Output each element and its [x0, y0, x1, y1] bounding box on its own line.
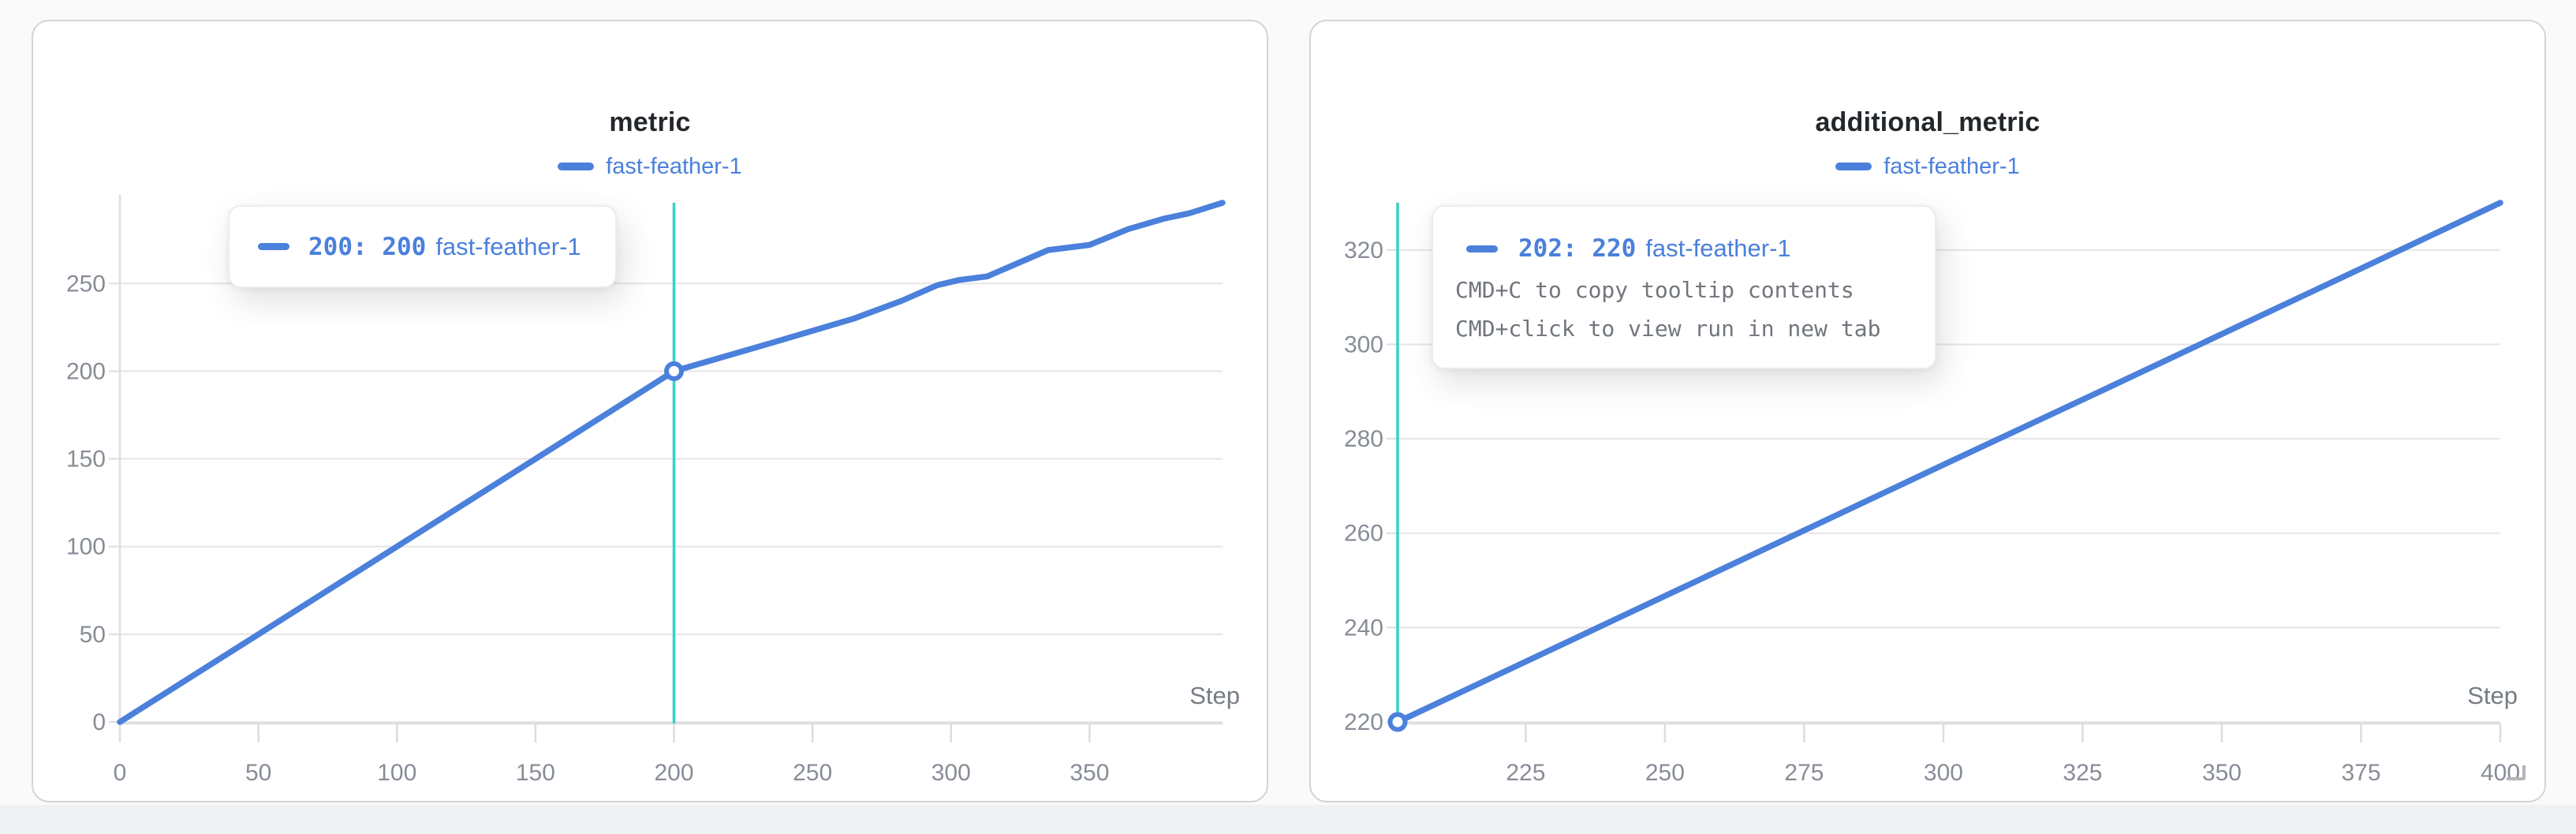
chart-canvas-metric[interactable]: 0 50 100 150 200 250 0 50 100 150 200 250 300 350 Step [33, 21, 1267, 801]
x-axis-label: Step [1189, 682, 1240, 709]
chart-title: additional_metric [1815, 107, 2040, 137]
page-bottom-strip [0, 805, 2576, 834]
series-line [1394, 200, 2503, 725]
y-tick-label: 220 [1344, 709, 1383, 735]
x-tick-label: 400 [2481, 760, 2520, 786]
y-tick-label: 150 [66, 447, 106, 473]
x-tick-label: 300 [1924, 760, 1963, 786]
x-tick-label: 325 [2063, 760, 2102, 786]
legend-run-label: fast-feather-1 [606, 153, 742, 179]
tooltip-hint-newtab: CMD+click to view run in new tab [1455, 316, 1881, 342]
x-tick-label: 275 [1784, 760, 1824, 786]
chart-canvas-additional-metric[interactable]: 220 240 260 280 300 320 225 250 275 300 325 350 375 4… [1311, 21, 2544, 801]
y-tick-label: 260 [1344, 521, 1383, 547]
legend-swatch-icon [558, 163, 595, 170]
panel-metric: metric fast-feather-1 0 50 100 150 200 250 0 50… [32, 20, 1268, 802]
highlight-marker [1387, 712, 1408, 732]
chart-legend: fast-feather-1 [33, 152, 1267, 181]
y-tick-label: 100 [66, 534, 106, 560]
chart-tooltip: 202: 220 fast-feather-1 CMD+C to copy to… [1432, 205, 1936, 369]
y-tick-label: 50 [80, 622, 106, 648]
series-line [117, 200, 1226, 725]
y-tick-label: 200 [66, 358, 106, 384]
legend-run-label: fast-feather-1 [1883, 153, 2020, 179]
y-tick-label: 0 [92, 709, 106, 735]
tooltip-swatch-icon [258, 243, 289, 250]
x-tick-label: 350 [1070, 760, 1109, 786]
x-tick-label: 100 [377, 760, 416, 786]
tooltip-run-name: fast-feather-1 [435, 232, 581, 260]
legend-item-run[interactable]: fast-feather-1 [558, 153, 742, 180]
x-tick-label: 250 [793, 760, 832, 786]
chart-legend: fast-feather-1 [1311, 152, 2544, 181]
chart-title: metric [609, 107, 691, 137]
highlight-marker [664, 361, 685, 381]
chart-tooltip: 200: 200 fast-feather-1 [228, 205, 617, 288]
y-tick-label: 250 [66, 271, 106, 297]
y-tick-label: 320 [1344, 237, 1383, 264]
tooltip-swatch-icon [1466, 245, 1498, 252]
y-tick-label: 240 [1344, 615, 1383, 641]
legend-swatch-icon [1835, 163, 1872, 170]
x-tick-label: 0 [114, 760, 127, 786]
tooltip-run-name: fast-feather-1 [1645, 234, 1791, 262]
legend-item-run[interactable]: fast-feather-1 [1835, 153, 2020, 180]
panel-additional-metric: additional_metric fast-feather-1 220 240 2… [1309, 20, 2546, 802]
tooltip-hint-copy: CMD+C to copy tooltip contents [1455, 277, 1854, 303]
tooltip-step-value: 200: 200 [308, 232, 427, 261]
x-tick-label: 225 [1506, 760, 1545, 786]
x-axis-label: Step [2467, 682, 2518, 709]
x-tick-label: 350 [2202, 760, 2242, 786]
x-tick-label: 250 [1645, 760, 1685, 786]
y-tick-label: 280 [1344, 426, 1383, 452]
x-tick-label: 375 [2341, 760, 2380, 786]
x-tick-label: 50 [245, 760, 271, 786]
x-tick-label: 150 [516, 760, 555, 786]
y-tick-label: 300 [1344, 331, 1383, 357]
tooltip-step-value: 202: 220 [1518, 234, 1637, 263]
x-tick-label: 200 [654, 760, 693, 786]
tooltip-main-row: 202: 220 fast-feather-1 [1455, 226, 1913, 271]
x-tick-label: 300 [931, 760, 971, 786]
panel-resize-handle-icon[interactable] [2507, 765, 2526, 780]
